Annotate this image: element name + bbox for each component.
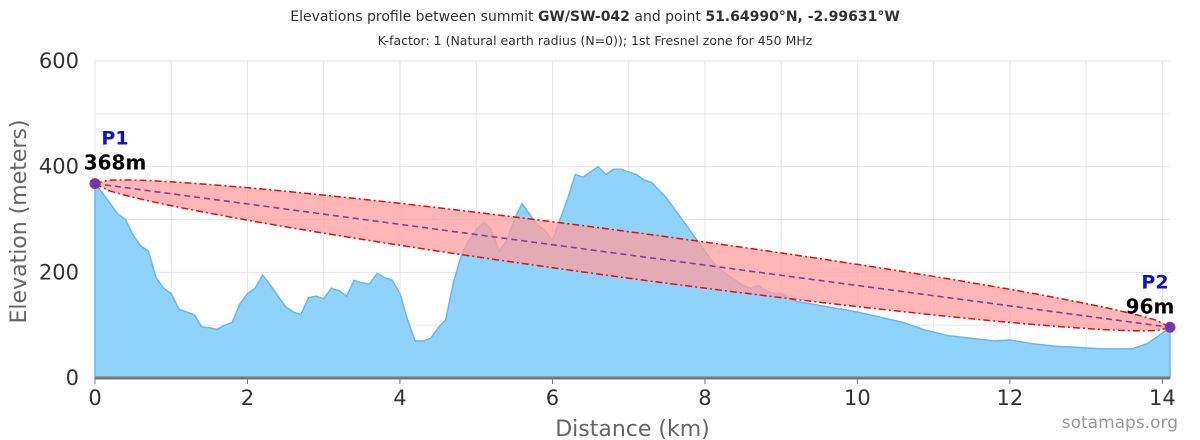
endpoint-elevation: 96m bbox=[1126, 294, 1175, 318]
credit-text: sotamaps.org bbox=[1061, 413, 1178, 433]
endpoint-name: P1 bbox=[101, 128, 128, 150]
x-tick-label: 14 bbox=[1149, 386, 1176, 410]
x-axis-title: Distance (km) bbox=[555, 417, 710, 440]
point-coords: 51.64990°N, -2.99631°W bbox=[705, 9, 900, 25]
line-of-sight bbox=[94, 182, 1171, 329]
y-axis-title: Elevation (meters) bbox=[7, 120, 32, 324]
endpoint-marker-p2 bbox=[1164, 321, 1176, 333]
x-tick-label: 8 bbox=[698, 386, 711, 410]
y-tick-label: 400 bbox=[39, 155, 79, 179]
chart-title: Elevations profile between summit GW/SW-… bbox=[0, 9, 1190, 25]
x-tick-label: 2 bbox=[241, 386, 254, 410]
y-tick-label: 600 bbox=[39, 49, 79, 73]
x-tick-label: 4 bbox=[393, 386, 406, 410]
x-tick-label: 0 bbox=[88, 386, 101, 410]
endpoint-marker-p1 bbox=[89, 178, 101, 190]
endpoint-elevation: 368m bbox=[84, 151, 147, 175]
chart-subtitle: K-factor: 1 (Natural earth radius (N=0))… bbox=[377, 33, 813, 48]
title-middle: and point bbox=[634, 9, 701, 25]
x-tick-label: 6 bbox=[546, 386, 559, 410]
axes: 0 2 4 6 8 10 12 14 0 200 400 600 bbox=[39, 49, 1176, 410]
fresnel-zone bbox=[94, 179, 1171, 332]
fresnel-lower-edge bbox=[94, 182, 1171, 332]
endpoint-name: P2 bbox=[1141, 271, 1168, 293]
title-prefix: Elevations profile between summit bbox=[290, 9, 534, 25]
summit-ref: GW/SW-042 bbox=[537, 9, 630, 25]
y-tick-label: 200 bbox=[39, 260, 79, 284]
x-tick-label: 10 bbox=[844, 386, 871, 410]
y-tick-label: 0 bbox=[66, 366, 79, 390]
fresnel-upper-edge bbox=[94, 179, 1171, 328]
x-tick-label: 12 bbox=[997, 386, 1024, 410]
